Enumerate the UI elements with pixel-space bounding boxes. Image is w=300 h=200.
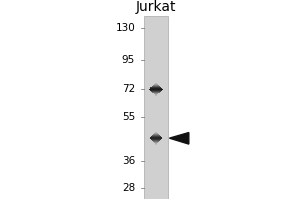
Text: 72: 72	[122, 84, 135, 94]
Text: 36: 36	[122, 156, 135, 166]
Text: 55: 55	[122, 112, 135, 122]
Text: 130: 130	[115, 23, 135, 33]
Text: 95: 95	[122, 55, 135, 65]
Polygon shape	[169, 133, 189, 144]
Bar	[144, 16, 168, 199]
Text: 28: 28	[122, 183, 135, 193]
Text: Jurkat: Jurkat	[136, 0, 176, 14]
